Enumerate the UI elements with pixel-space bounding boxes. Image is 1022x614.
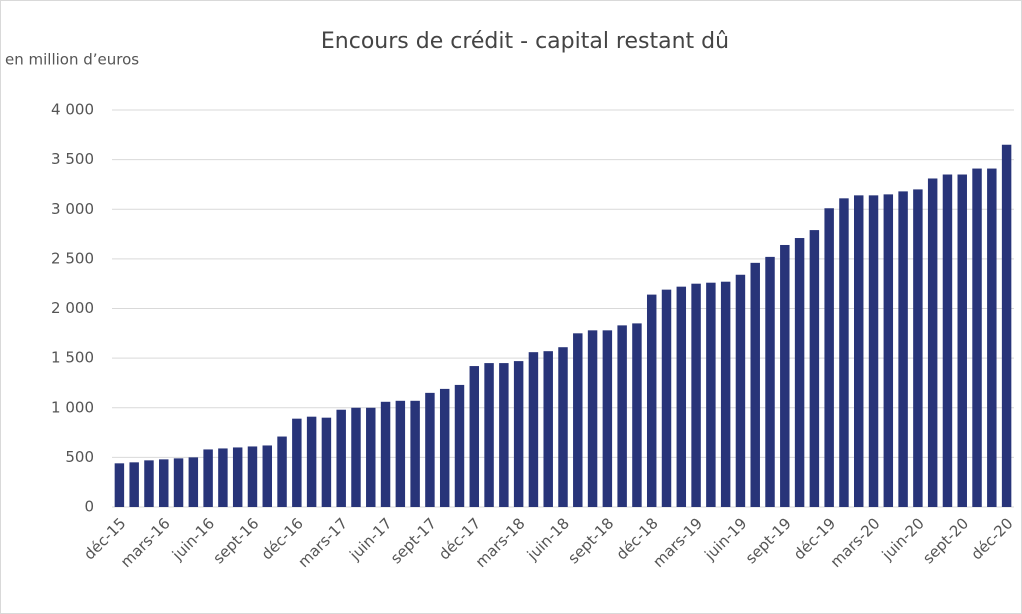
bar: [854, 195, 864, 508]
bar: [336, 409, 346, 507]
y-tick-label: 3 000: [51, 200, 94, 218]
bar: [720, 281, 731, 507]
bar: [573, 333, 583, 507]
bar: [691, 283, 701, 507]
bar: [366, 407, 376, 507]
bar: [292, 418, 302, 507]
bar: [987, 168, 997, 507]
bar: [247, 446, 258, 507]
bar: [380, 401, 391, 507]
bar: [513, 361, 524, 507]
bar: [809, 230, 820, 507]
bar: [765, 256, 775, 507]
bar: [676, 286, 687, 507]
bar: [913, 189, 923, 507]
bar: [868, 195, 879, 508]
bar: [232, 447, 243, 507]
bar: [395, 400, 406, 507]
bar: [425, 392, 435, 507]
bar: [587, 330, 598, 507]
y-tick-label: 2 500: [51, 249, 94, 267]
bar: [410, 400, 420, 507]
bar: [632, 323, 642, 507]
bar: [499, 363, 509, 507]
bar: [321, 417, 332, 507]
bar: [203, 449, 213, 507]
bar: [927, 178, 938, 508]
y-tick-label: 0: [84, 498, 94, 516]
bar: [839, 198, 849, 507]
bar: [942, 174, 953, 507]
bar: [306, 416, 317, 507]
y-tick-label: 1 500: [51, 349, 94, 367]
bar: [528, 352, 539, 507]
bar: [824, 208, 834, 507]
bar: [957, 174, 967, 507]
bar: [735, 274, 746, 507]
bar: [706, 282, 716, 507]
bar: [750, 262, 760, 507]
bar: [1001, 144, 1012, 508]
y-axis-label: en million d’euros: [5, 51, 139, 69]
bar: [898, 191, 908, 507]
bar: [558, 347, 568, 507]
bar: [173, 458, 184, 507]
bar: [543, 351, 553, 507]
y-tick-label: 4 000: [51, 101, 94, 119]
bar: [188, 457, 199, 507]
bar: [159, 459, 169, 507]
bar: [617, 325, 627, 507]
bar: [454, 384, 465, 507]
bar: [262, 445, 272, 507]
bar: [972, 168, 982, 507]
bar: [602, 330, 613, 507]
bar: [661, 289, 672, 507]
y-tick-label: 1 000: [51, 398, 94, 416]
bar: [277, 436, 287, 507]
bar: [883, 194, 894, 508]
bar: [114, 463, 125, 507]
bar: [646, 294, 657, 507]
bar: [780, 244, 790, 508]
bar: [469, 366, 480, 507]
bar: [351, 407, 361, 507]
bar: [439, 388, 450, 507]
bar: [144, 460, 154, 507]
bar: [218, 448, 228, 507]
y-tick-label: 500: [65, 448, 94, 466]
y-tick-label: 3 500: [51, 150, 94, 168]
bar: [794, 238, 805, 507]
y-tick-label: 2 000: [51, 299, 94, 317]
chart-title: Encours de crédit - capital restant dû: [321, 29, 729, 54]
bar: [129, 462, 139, 507]
bar: [484, 363, 494, 507]
